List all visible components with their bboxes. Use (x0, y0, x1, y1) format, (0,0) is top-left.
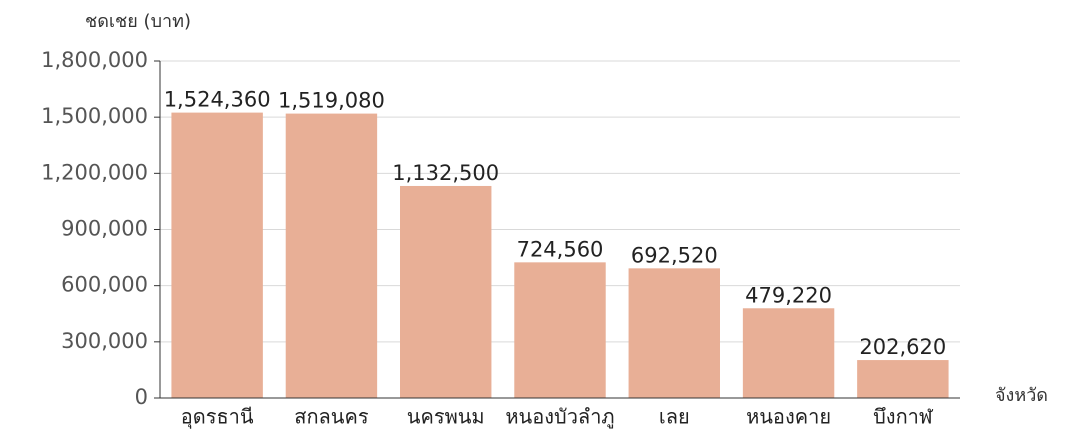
x-tick-label: นครพนม (407, 405, 485, 429)
x-tick-label: อุดรธานี (181, 405, 254, 430)
data-label: 1,524,360 (164, 88, 271, 112)
data-label: 724,560 (517, 237, 604, 261)
y-tick-label: 1,200,000 (41, 160, 148, 184)
y-tick-label: 300,000 (61, 329, 148, 353)
data-label: 479,220 (745, 283, 832, 307)
data-label: 202,620 (859, 335, 946, 359)
y-tick-label: 600,000 (61, 273, 148, 297)
bar (171, 112, 263, 399)
x-tick-label: สกลนคร (294, 405, 369, 429)
x-tick-label: หนองบัวลำภู (505, 405, 614, 430)
bar (742, 308, 835, 398)
bar (514, 262, 606, 398)
x-tick-label: เลย (659, 405, 690, 429)
y-axis-label: ชดเชย (บาท) (85, 11, 191, 32)
data-label: 692,520 (631, 243, 718, 267)
bar (400, 185, 492, 398)
x-axis-label: จังหวัด (995, 385, 1048, 406)
y-tick-label: 1,800,000 (41, 48, 148, 72)
y-tick-label: 1,500,000 (41, 104, 148, 128)
y-tick-label: 0 (135, 385, 148, 409)
bar (628, 268, 720, 398)
x-tick-label: หนองคาย (746, 405, 831, 429)
x-tick-label: บึงกาฬ (873, 405, 934, 429)
bar (285, 113, 378, 398)
data-label: 1,132,500 (392, 161, 499, 185)
bar (857, 360, 949, 398)
y-tick-label: 900,000 (61, 217, 148, 241)
data-label: 1,519,080 (278, 89, 385, 113)
